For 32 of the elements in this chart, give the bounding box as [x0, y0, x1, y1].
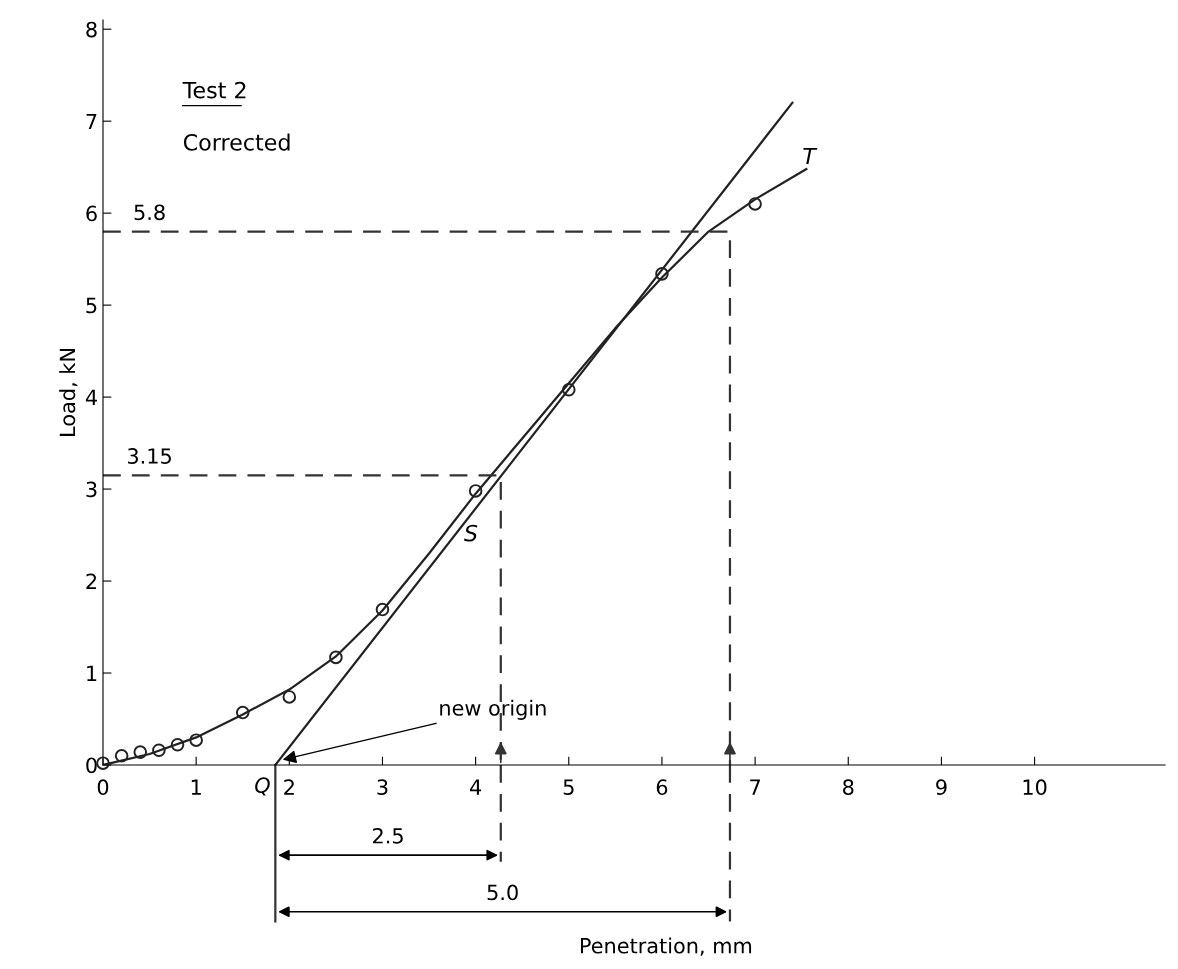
x-tick-label: 10	[1023, 779, 1047, 796]
y-tick-label: 8	[86, 21, 97, 38]
y-tick-label: 2	[86, 573, 97, 589]
x-tick-label: 6	[656, 779, 668, 796]
x-tick-label: 2	[284, 779, 294, 795]
annotation: Corrected	[183, 133, 290, 151]
y-tick-label: 7	[86, 113, 97, 130]
y-tick-label: 4	[85, 389, 97, 406]
annotation: T	[803, 147, 818, 165]
x-tick-label: 9	[936, 779, 947, 796]
x-tick-label: 7	[750, 779, 760, 795]
y-tick-label: 6	[86, 205, 97, 222]
x-tick-label: 1	[191, 779, 201, 795]
y-tick-label: 5	[86, 297, 97, 314]
text: Penetration, mm	[580, 937, 752, 956]
x-tick-label: 4	[470, 779, 482, 795]
x-tick-label: 5	[563, 779, 574, 796]
annotation: 5.8	[134, 204, 165, 221]
annotation: 3.15	[127, 448, 171, 464]
y-tick-label: 3	[86, 481, 97, 498]
x-tick-label: 8	[843, 779, 854, 796]
y-tick-label: 1	[87, 665, 97, 681]
annotation: S	[464, 524, 478, 542]
annotation: Q	[255, 777, 270, 796]
text: 2.5	[373, 827, 403, 844]
y-tick-label: 0	[86, 757, 97, 774]
x-tick-label: 3	[377, 779, 388, 796]
y-axis-title: Load, kN	[59, 349, 78, 436]
annotation: Test 2	[182, 81, 246, 99]
x-tick-label: 0	[97, 779, 109, 796]
text: 5.0	[487, 884, 518, 901]
annotation: new origin	[440, 699, 546, 720]
